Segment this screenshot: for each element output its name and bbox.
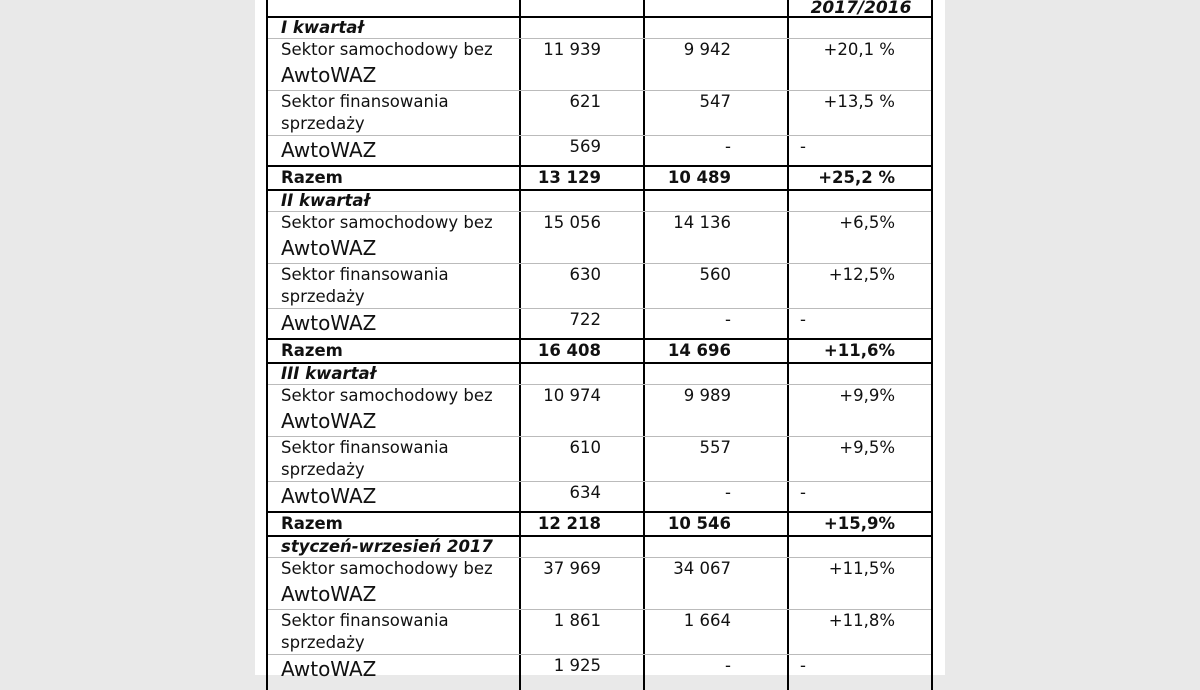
row-label-cont: AwtoWAZ — [281, 582, 377, 606]
row-label-cont: sprzedaży — [281, 287, 365, 306]
total-2017: 13 129 — [537, 168, 601, 187]
value-change: +11,8% — [828, 611, 895, 630]
table-row: Sektor finansowania sprzedaży 610 557 +9,5% — [268, 436, 931, 481]
value-2016: 9 942 — [683, 40, 731, 59]
total-2016: 10 489 — [667, 168, 731, 187]
section-title-row: I kwartał — [268, 16, 931, 38]
value-2016: 547 — [699, 92, 732, 111]
value-2016: - — [725, 310, 731, 329]
total-change: +11,6% — [823, 341, 895, 360]
value-change: +6,5% — [839, 213, 895, 232]
row-label: Sektor samochodowy bez — [281, 559, 493, 578]
row-label: Sektor samochodowy bez — [281, 40, 493, 59]
value-2016: 560 — [699, 265, 732, 284]
value-2017: 569 — [569, 137, 602, 156]
row-label-cont: sprzedaży — [281, 114, 365, 133]
table-row: AwtoWAZ 722 - - — [268, 308, 931, 338]
document-page — [255, 0, 945, 675]
total-2016: 14 696 — [667, 341, 731, 360]
value-2017: 1 861 — [553, 611, 601, 630]
header-change-col: 2017/2016 — [810, 0, 912, 18]
value-2017: 722 — [569, 310, 602, 329]
value-2017: 630 — [569, 265, 602, 284]
row-label: Sektor samochodowy bez — [281, 386, 493, 405]
row-label: AwtoWAZ — [281, 311, 377, 335]
value-2017: 11 939 — [543, 40, 601, 59]
total-label: Razem — [281, 514, 343, 533]
value-2016: 14 136 — [673, 213, 731, 232]
row-label: Sektor finansowania — [281, 611, 449, 630]
total-row: Razem 12 218 10 546 +15,9% — [268, 511, 931, 535]
value-2017: 10 974 — [543, 386, 601, 405]
row-label: Sektor samochodowy bez — [281, 213, 493, 232]
table-row: Sektor samochodowy bez AwtoWAZ 15 056 14 13… — [268, 211, 931, 263]
total-row: Razem 16 408 14 696 +11,6% — [268, 338, 931, 362]
value-change: - — [800, 656, 806, 675]
value-2017: 610 — [569, 438, 602, 457]
value-change: +20,1 % — [823, 40, 896, 59]
total-row: Razem 13 129 10 489 +25,2 % — [268, 165, 931, 189]
value-2016: 34 067 — [673, 559, 731, 578]
table-row: Sektor finansowania sprzedaży 1 861 1 664 +1… — [268, 609, 931, 654]
table-row: AwtoWAZ 569 - - — [268, 135, 931, 165]
row-label: AwtoWAZ — [281, 484, 377, 508]
section-title-row: styczeń-wrzesień 2017 — [268, 535, 931, 557]
value-2016: 9 989 — [683, 386, 731, 405]
value-change: - — [800, 483, 806, 502]
row-label-cont: AwtoWAZ — [281, 236, 377, 260]
value-2016: - — [725, 137, 731, 156]
value-2016: 557 — [699, 438, 732, 457]
table-row: AwtoWAZ 634 - - — [268, 481, 931, 511]
value-change: +12,5% — [828, 265, 895, 284]
row-label: Sektor finansowania — [281, 92, 449, 111]
value-change: +13,5 % — [823, 92, 896, 111]
table-row: Sektor samochodowy bez AwtoWAZ 10 974 9 989… — [268, 384, 931, 436]
row-label: Sektor finansowania — [281, 265, 449, 284]
row-label-cont: AwtoWAZ — [281, 409, 377, 433]
value-2017: 37 969 — [543, 559, 601, 578]
section-title: styczeń-wrzesień 2017 — [281, 537, 493, 556]
total-2017: 12 218 — [537, 514, 601, 533]
value-2017: 634 — [569, 483, 602, 502]
value-2017: 621 — [569, 92, 602, 111]
value-change: +11,5% — [828, 559, 895, 578]
value-2016: 1 664 — [683, 611, 731, 630]
row-label-cont: AwtoWAZ — [281, 63, 377, 87]
value-2017: 15 056 — [543, 213, 601, 232]
value-change: +9,9% — [839, 386, 895, 405]
table-row: Sektor finansowania sprzedaży 621 547 +13,5 … — [268, 90, 931, 135]
table-row: Sektor samochodowy bez AwtoWAZ 37 969 34 06… — [268, 557, 931, 609]
column-divider — [643, 0, 645, 690]
row-label: AwtoWAZ — [281, 138, 377, 162]
value-2016: - — [725, 656, 731, 675]
total-label: Razem — [281, 168, 343, 187]
column-divider — [519, 0, 521, 690]
section-title: I kwartał — [281, 18, 364, 37]
total-change: +25,2 % — [818, 168, 895, 187]
table-row: AwtoWAZ 1 925 - - — [268, 654, 931, 684]
table-row: Sektor samochodowy bez AwtoWAZ 11 939 9 942… — [268, 38, 931, 90]
section-title: III kwartał — [281, 364, 376, 383]
value-change: - — [800, 310, 806, 329]
total-label: Razem — [281, 341, 343, 360]
section-title-row: II kwartał — [268, 189, 931, 211]
section-title: II kwartał — [281, 191, 370, 210]
row-label: AwtoWAZ — [281, 657, 377, 681]
value-2016: - — [725, 483, 731, 502]
row-label: Sektor finansowania — [281, 438, 449, 457]
results-table: 2017/2016 I kwartał Sektor samochodowy be… — [266, 0, 933, 690]
value-change: +9,5% — [839, 438, 895, 457]
total-2016: 10 546 — [667, 514, 731, 533]
total-change: +15,9% — [823, 514, 895, 533]
column-divider — [787, 0, 789, 690]
value-change: - — [800, 137, 806, 156]
row-label-cont: sprzedaży — [281, 633, 365, 652]
value-2017: 1 925 — [553, 656, 601, 675]
table-row: Sektor finansowania sprzedaży 630 560 +12,5% — [268, 263, 931, 308]
section-title-row: III kwartał — [268, 362, 931, 384]
row-label-cont: sprzedaży — [281, 460, 365, 479]
total-2017: 16 408 — [537, 341, 601, 360]
